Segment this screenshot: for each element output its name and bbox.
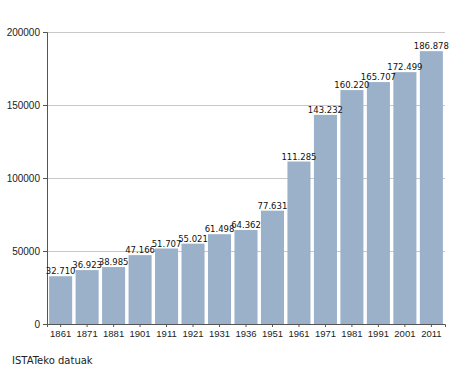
x-tick: 1981 xyxy=(341,324,362,339)
x-tick-label: 1901 xyxy=(130,328,151,339)
bar xyxy=(340,90,363,324)
y-tick: 0 xyxy=(34,319,47,330)
bar xyxy=(155,249,178,324)
x-tick: 1931 xyxy=(209,324,230,339)
x-tick: 1936 xyxy=(235,324,256,339)
x-tick: 1951 xyxy=(262,324,283,339)
x-tick-mark xyxy=(325,324,326,327)
chart: 0 50000 100000 150000 200000 1861 1871 1881 1901… xyxy=(0,0,455,373)
x-tick-mark xyxy=(60,324,61,327)
x-tick-label: 1911 xyxy=(156,328,176,339)
y-tick-label: 100000 xyxy=(7,173,41,184)
y-tick-mark xyxy=(43,251,47,252)
data-label: 47.166 xyxy=(125,245,155,255)
data-label: 77.631 xyxy=(258,201,288,211)
x-tick-label: 1961 xyxy=(288,328,309,339)
y-tick-mark xyxy=(43,32,47,33)
y-tick-mark xyxy=(43,324,47,325)
x-tick-mark xyxy=(219,324,220,327)
x-tick: 1921 xyxy=(182,324,203,339)
data-label: 32.710 xyxy=(46,266,76,276)
x-tick-label: 1971 xyxy=(315,328,336,339)
x-tick-mark xyxy=(140,324,141,327)
grid-line xyxy=(47,32,445,33)
y-tick: 200000 xyxy=(7,27,47,38)
x-tick-label: 2011 xyxy=(421,328,441,339)
x-tick-mark xyxy=(351,324,352,327)
data-label: 61.498 xyxy=(205,224,235,234)
data-label: 55.021 xyxy=(178,234,208,244)
x-tick-label: 1991 xyxy=(368,328,389,339)
x-tick-label: 2001 xyxy=(394,328,415,339)
x-tick-label: 1936 xyxy=(235,328,256,339)
data-label: 165.707 xyxy=(361,72,396,82)
y-axis-line xyxy=(43,33,48,325)
bar xyxy=(314,115,337,324)
y-tick: 150000 xyxy=(7,100,47,111)
x-axis: 1861 1871 1881 1901 1911 1921 1931 1936 1951 1961… xyxy=(48,324,446,339)
x-tick: 2011 xyxy=(421,324,441,339)
bar xyxy=(129,255,152,324)
x-tick-label: 1951 xyxy=(262,328,283,339)
data-label: 143.232 xyxy=(308,105,343,115)
bar xyxy=(102,267,125,324)
x-tick: 1871 xyxy=(77,324,98,339)
y-tick-label: 50000 xyxy=(12,246,40,257)
bar xyxy=(208,234,231,324)
x-tick-label: 1871 xyxy=(77,328,98,339)
x-tick-label: 1931 xyxy=(209,328,230,339)
x-tick: 2001 xyxy=(394,324,415,339)
x-axis-line xyxy=(48,325,446,328)
y-tick-label: 200000 xyxy=(7,27,41,38)
x-tick: 1971 xyxy=(315,324,336,339)
y-tick: 50000 xyxy=(12,246,47,257)
bar xyxy=(182,244,205,324)
y-tick: 100000 xyxy=(7,173,47,184)
x-tick: 1991 xyxy=(368,324,389,339)
x-tick-mark xyxy=(404,324,405,327)
x-tick-label: 1981 xyxy=(341,328,362,339)
x-tick: 1901 xyxy=(130,324,151,339)
x-tick-mark xyxy=(431,324,432,327)
data-label: 64.362 xyxy=(231,220,261,230)
x-tick-mark xyxy=(113,324,114,327)
y-tick-label: 150000 xyxy=(7,100,41,111)
bars xyxy=(49,51,443,324)
x-tick-mark xyxy=(378,324,379,327)
x-tick-label: 1881 xyxy=(103,328,124,339)
bar xyxy=(393,72,416,324)
data-labels: 32.71036.92338.985 47.16651.70755.02161.4… xyxy=(46,41,449,276)
bar xyxy=(76,270,99,324)
data-label: 186.878 xyxy=(414,41,449,51)
x-tick: 1911 xyxy=(156,324,176,339)
bar xyxy=(261,211,284,324)
data-label: 111.285 xyxy=(281,152,316,162)
grid xyxy=(47,33,445,325)
x-tick-mark xyxy=(87,324,88,327)
data-label: 38.985 xyxy=(99,257,129,267)
data-label: 36.923 xyxy=(72,260,102,270)
y-tick-label: 0 xyxy=(34,319,40,330)
bar xyxy=(49,276,72,324)
bar xyxy=(287,162,310,324)
x-tick-mark xyxy=(298,324,299,327)
x-tick-label: 1921 xyxy=(182,328,203,339)
x-tick-mark xyxy=(272,324,273,327)
x-tick: 1881 xyxy=(103,324,124,339)
bar xyxy=(420,51,443,324)
bar xyxy=(367,82,390,324)
x-tick: 1961 xyxy=(288,324,309,339)
data-label: 172.499 xyxy=(387,62,422,72)
y-axis: 0 50000 100000 150000 200000 xyxy=(7,27,48,330)
x-tick-mark xyxy=(193,324,194,327)
x-tick-mark xyxy=(246,324,247,327)
y-tick-mark xyxy=(43,178,47,179)
data-label: 51.707 xyxy=(152,239,182,249)
x-tick: 1861 xyxy=(50,324,71,339)
x-tick-mark xyxy=(166,324,167,327)
bar xyxy=(234,230,257,324)
source-note: ISTATeko datuak xyxy=(12,355,93,366)
y-tick-mark xyxy=(43,105,47,106)
x-tick-label: 1861 xyxy=(50,328,71,339)
